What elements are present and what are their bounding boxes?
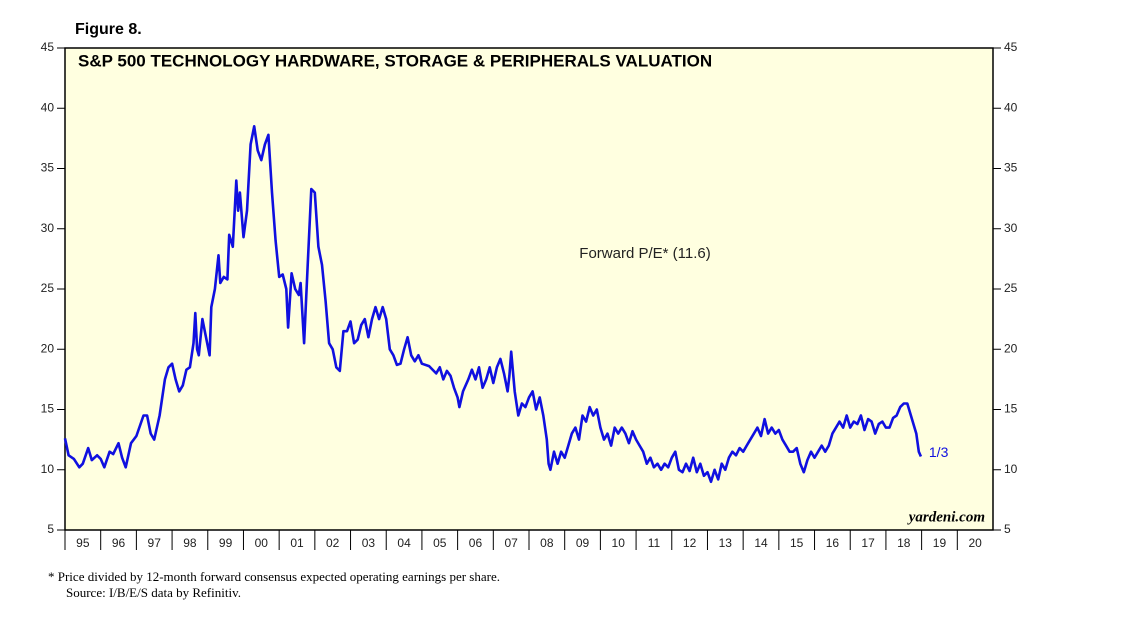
x-tick-label: 11: [648, 536, 661, 550]
x-tick-label: 08: [540, 536, 554, 550]
source: Source: I/B/E/S data by Refinitiv.: [66, 585, 241, 600]
x-tick-label: 06: [469, 536, 483, 550]
x-tick-label: 09: [576, 536, 590, 550]
y2-tick-label: 15: [1004, 402, 1018, 416]
x-tick-label: 17: [861, 536, 875, 550]
y-tick-label: 25: [41, 281, 55, 295]
x-tick-label: 98: [183, 536, 197, 550]
x-tick-label: 14: [754, 536, 768, 550]
footnote: * Price divided by 12-month forward cons…: [48, 569, 500, 584]
x-tick-label: 15: [790, 536, 804, 550]
figure-label: Figure 8.: [75, 21, 142, 38]
y2-tick-label: 30: [1004, 221, 1018, 235]
y-tick-label: 15: [41, 402, 55, 416]
y-tick-label: 10: [41, 462, 55, 476]
y2-tick-label: 5: [1004, 522, 1011, 536]
x-tick-label: 97: [148, 536, 162, 550]
x-tick-label: 99: [219, 536, 233, 550]
x-tick-label: 01: [290, 536, 304, 550]
y-tick-label: 30: [41, 221, 55, 235]
x-tick-label: 03: [362, 536, 376, 550]
y-tick-label: 20: [41, 341, 55, 355]
end-label: 1/3: [929, 444, 949, 460]
x-tick-label: 16: [826, 536, 840, 550]
x-tick-label: 95: [76, 536, 90, 550]
x-tick-label: 96: [112, 536, 126, 550]
y-tick-label: 45: [41, 40, 55, 54]
y-tick-label: 5: [47, 522, 54, 536]
x-tick-label: 12: [683, 536, 697, 550]
annotation: Forward P/E* (11.6): [579, 245, 710, 262]
x-tick-label: 18: [897, 536, 911, 550]
x-tick-label: 19: [933, 536, 947, 550]
x-tick-label: 05: [433, 536, 447, 550]
x-tick-label: 13: [719, 536, 733, 550]
y2-tick-label: 40: [1004, 100, 1018, 114]
y2-tick-label: 25: [1004, 281, 1018, 295]
plot-area: [64, 47, 994, 531]
pe-line: [63, 125, 923, 484]
x-tick-label: 00: [255, 536, 269, 550]
y2-tick-label: 35: [1004, 161, 1018, 175]
y2-tick-label: 10: [1004, 462, 1018, 476]
watermark: yardeni.com: [907, 509, 985, 525]
chart-title: S&P 500 TECHNOLOGY HARDWARE, STORAGE & P…: [78, 51, 712, 70]
y2-tick-label: 20: [1004, 341, 1018, 355]
y2-tick-label: 45: [1004, 40, 1018, 54]
x-tick-label: 02: [326, 536, 340, 550]
y-tick-label: 35: [41, 161, 55, 175]
x-tick-label: 10: [612, 536, 626, 550]
x-tick-label: 04: [397, 536, 411, 550]
y-tick-label: 40: [41, 100, 55, 114]
x-tick-label: 07: [504, 536, 518, 550]
x-tick-label: 20: [968, 536, 982, 550]
